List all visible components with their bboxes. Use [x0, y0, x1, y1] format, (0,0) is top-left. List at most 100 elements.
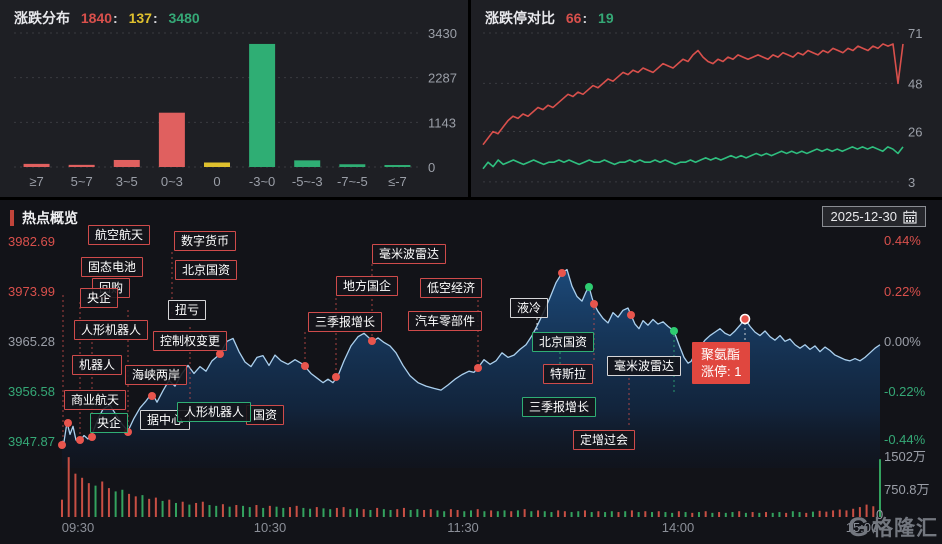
- hotspot-tag[interactable]: 北京国资: [532, 332, 595, 352]
- advancers-count: 1840: [80, 10, 113, 26]
- volume-bar: [168, 499, 171, 517]
- price-axis-tick: 3973.99: [8, 284, 55, 299]
- volume-bar: [107, 488, 110, 517]
- event-dot: [58, 441, 66, 449]
- limit-up-count: 66: [565, 10, 582, 26]
- volume-bar: [657, 511, 660, 517]
- hotspot-tag[interactable]: 扭亏: [168, 300, 207, 320]
- dist-bar: [113, 159, 140, 167]
- volume-bar: [154, 497, 157, 517]
- distribution-bar-chart: 3430 2287 1143 0 ≥7 5~7 3~5 0~3 0 -3~0 -5~-3 -7~-5 ≤…: [14, 26, 457, 189]
- volume-bar: [476, 509, 479, 517]
- hotspot-tag[interactable]: 低空经济: [420, 278, 483, 298]
- volume-bar: [537, 510, 540, 517]
- limit-compare-title: 涨跌停对比: [485, 10, 555, 26]
- hotspot-tag[interactable]: 机器人: [72, 355, 123, 375]
- dist-bar: [204, 162, 230, 167]
- volume-bar: [309, 508, 312, 517]
- volume-bar: [791, 511, 794, 517]
- volume-bar: [570, 512, 573, 517]
- date-picker[interactable]: 2025-12-30: [821, 206, 926, 227]
- volume-bar: [738, 511, 741, 517]
- volume-bar: [818, 510, 821, 517]
- volume-bar: [684, 512, 687, 517]
- event-dot: [590, 300, 598, 308]
- volume-bar: [811, 511, 814, 517]
- volume-bar: [282, 507, 285, 517]
- hotspot-tag[interactable]: 商业航天: [64, 390, 127, 410]
- volume-bar: [376, 507, 379, 517]
- event-dot: [558, 269, 566, 277]
- hotspot-tag[interactable]: 人形机器人: [177, 402, 252, 422]
- volume-bar: [510, 511, 513, 517]
- tooltip-sector: 聚氨酯: [701, 347, 741, 362]
- volume-bar: [798, 512, 801, 517]
- hotspot-tag[interactable]: 汽车零部件: [408, 311, 483, 331]
- volume-bar: [677, 511, 680, 517]
- hotspot-tag[interactable]: 海峡两岸: [125, 365, 188, 385]
- y-axis-tick: 48: [908, 76, 922, 91]
- volume-bar: [718, 512, 721, 517]
- volume-bar: [201, 501, 204, 517]
- volume-bar: [436, 510, 439, 517]
- volume-bar: [550, 512, 553, 517]
- volume-bar: [456, 509, 459, 517]
- hotspot-tag[interactable]: 人形机器人: [74, 320, 149, 340]
- volume-bar: [724, 512, 727, 517]
- hotspot-tag[interactable]: 数字货币: [174, 231, 237, 251]
- dist-bar: [68, 164, 95, 167]
- volume-bar: [711, 512, 714, 517]
- event-dot: [76, 436, 84, 444]
- hotspot-tag[interactable]: 三季报增长: [308, 312, 383, 332]
- volume-bar: [215, 505, 218, 517]
- hotspot-tag[interactable]: 定增过会: [573, 430, 636, 450]
- panel-limit-compare: 涨跌停对比 66: 19 71 48 26 3: [471, 0, 942, 197]
- hotspot-tag[interactable]: 央企: [90, 413, 129, 433]
- volume-bar: [188, 504, 191, 517]
- limit-down-count: 19: [598, 10, 614, 26]
- volume-bar: [335, 507, 338, 517]
- x-axis-tick: 5~7: [71, 174, 93, 189]
- hotspot-tag[interactable]: 控制权变更: [153, 331, 228, 351]
- dist-bar: [249, 43, 276, 167]
- volume-bar: [577, 511, 580, 517]
- volume-bar: [248, 507, 251, 517]
- volume-bar: [496, 511, 499, 517]
- volume-bar: [879, 459, 881, 517]
- x-axis-tick: 0: [213, 174, 220, 189]
- hotspot-tag[interactable]: 毫米波雷达: [607, 356, 682, 376]
- volume-bar: [765, 512, 768, 517]
- volume-bar: [691, 512, 694, 517]
- unchanged-count: 137: [128, 10, 152, 26]
- hotspot-tag[interactable]: 央企: [80, 288, 119, 308]
- hotspot-tag[interactable]: 北京国资: [175, 260, 238, 280]
- hotspot-tag[interactable]: 特斯拉: [543, 364, 594, 384]
- hotspot-tag[interactable]: 毫米波雷达: [372, 244, 447, 264]
- volume-bar: [503, 510, 506, 517]
- event-dot: [627, 311, 635, 319]
- hotspot-tag[interactable]: 地方国企: [336, 276, 399, 296]
- volume-bar: [255, 505, 258, 517]
- volume-bar: [664, 512, 667, 517]
- hotspot-tag[interactable]: 液冷: [510, 298, 549, 318]
- decliners-count: 3480: [168, 10, 200, 26]
- hotspot-tag[interactable]: 航空航天: [88, 225, 151, 245]
- volume-bar: [838, 509, 841, 517]
- volume-bar: [342, 507, 345, 517]
- hotspot-tag[interactable]: 固态电池: [81, 257, 144, 277]
- volume-bar: [644, 511, 647, 517]
- volume-bar: [744, 512, 747, 517]
- volume-bar: [449, 509, 452, 517]
- volume-bar: [483, 511, 486, 517]
- volume-bar: [409, 509, 412, 517]
- hotspot-tag[interactable]: 三季报增长: [522, 397, 597, 417]
- volume-bar: [228, 506, 231, 517]
- volume-bar: [604, 512, 607, 517]
- volume-bar: [148, 498, 151, 517]
- volume-bar: [872, 506, 875, 517]
- volume-bar: [731, 512, 734, 517]
- volume-bar: [382, 509, 385, 517]
- volume-bar: [242, 505, 245, 517]
- volume-bar: [141, 495, 144, 517]
- hotspot-tag[interactable]: 国资: [246, 405, 285, 425]
